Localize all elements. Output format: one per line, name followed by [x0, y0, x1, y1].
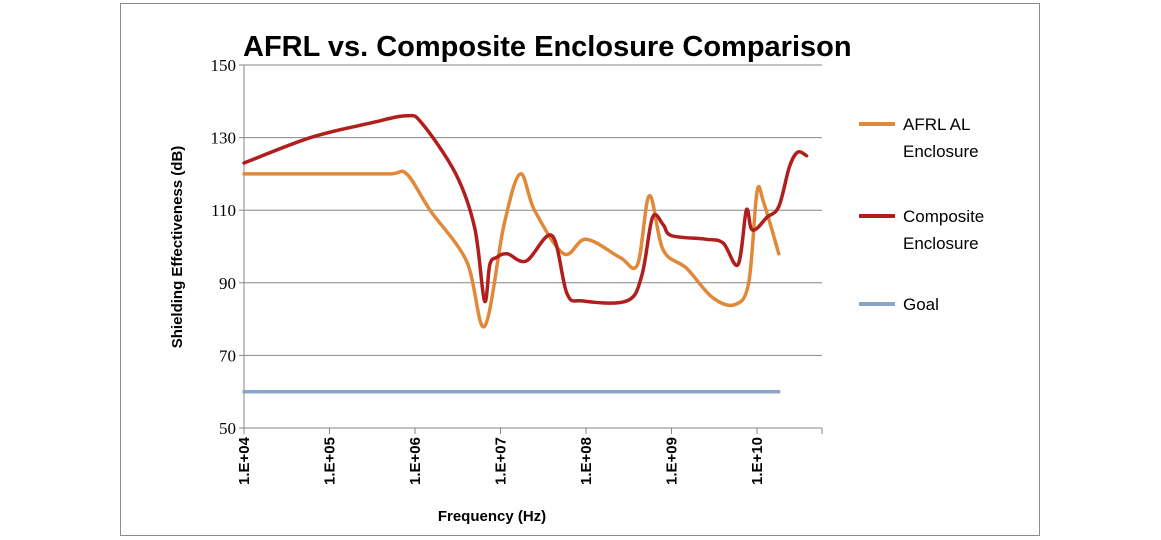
y-tick-label: 130: [211, 129, 237, 148]
legend-label-afrl-al-enclosure: Enclosure: [903, 142, 979, 161]
y-axis-label: Shielding Effectiveness (dB): [169, 146, 186, 349]
axes: 50 70 90 110 130 150 1.E+04 1.E+05 1.E+06 1.E+07 1…: [211, 56, 823, 485]
y-tick-label: 110: [211, 201, 236, 220]
x-tick-label: 1.E+08: [578, 437, 595, 485]
y-tick-label: 50: [219, 419, 236, 438]
y-tick-label: 70: [219, 346, 236, 365]
x-tick-label: 1.E+06: [407, 437, 424, 485]
x-tick-label: 1.E+10: [749, 437, 766, 485]
legend-label-composite-enclosure: Composite: [903, 207, 984, 226]
series-line-composite-enclosure: [242, 113, 809, 305]
series-line-afrl-al-enclosure: [242, 169, 781, 329]
legend-label-goal: Goal: [903, 295, 939, 314]
chart-svg: AFRL vs. Composite Enclosure Comparison …: [169, 31, 984, 525]
legend: AFRL AL Enclosure Composite Enclosure Goal: [859, 115, 984, 314]
series-lines: [242, 113, 809, 394]
chart-area: AFRL vs. Composite Enclosure Comparison …: [120, 3, 1040, 536]
x-tick-label: 1.E+04: [236, 436, 253, 485]
x-tick-label: 1.E+05: [322, 437, 339, 485]
chart-title: AFRL vs. Composite Enclosure Comparison: [243, 31, 852, 63]
x-tick-label: 1.E+09: [664, 437, 681, 485]
y-tick-label: 90: [219, 274, 236, 293]
legend-label-composite-enclosure: Enclosure: [903, 234, 979, 253]
x-tick-label: 1.E+07: [493, 437, 510, 485]
legend-label-afrl-al-enclosure: AFRL AL: [903, 115, 970, 134]
y-tick-label: 150: [211, 56, 237, 75]
x-axis-label: Frequency (Hz): [438, 508, 546, 525]
